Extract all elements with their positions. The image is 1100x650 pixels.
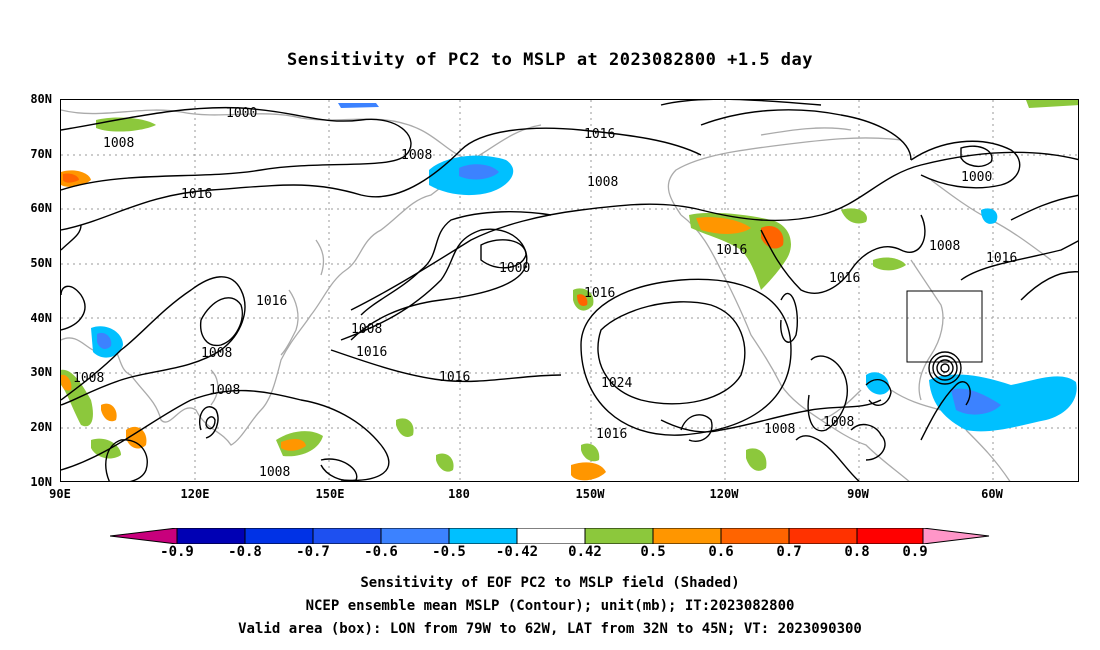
contour-label: 1016 bbox=[439, 370, 470, 385]
contour-label: 1016 bbox=[356, 345, 387, 360]
colorbar-label: 0.9 bbox=[902, 544, 928, 560]
contour-label: 1008 bbox=[929, 239, 960, 254]
colorbar-segment bbox=[584, 528, 654, 544]
mslp-contours bbox=[61, 100, 1078, 481]
chart-title: Sensitivity of PC2 to MSLP at 2023082800… bbox=[286, 50, 813, 70]
lon-label-90w: 90W bbox=[847, 487, 869, 501]
contour-label: 1016 bbox=[584, 127, 615, 142]
lat-label-80n: 80N bbox=[30, 92, 52, 106]
colorbar-segment bbox=[856, 528, 924, 544]
colorbar bbox=[110, 528, 990, 544]
colorbar-segment bbox=[244, 528, 314, 544]
valid-area-box bbox=[906, 290, 983, 363]
contour-label: 1008 bbox=[823, 415, 854, 430]
lon-label-150w: 150W bbox=[575, 487, 605, 501]
contour-label: 1008 bbox=[209, 383, 240, 398]
colorbar-segment bbox=[312, 528, 382, 544]
caption-line-2: NCEP ensemble mean MSLP (Contour); unit(… bbox=[305, 598, 795, 614]
colorbar-label: -0.42 bbox=[495, 544, 539, 560]
colorbar-label: -0.7 bbox=[296, 544, 330, 560]
grid-lines bbox=[61, 100, 1078, 481]
colorbar-segment bbox=[720, 528, 790, 544]
lon-label-90e: 90E bbox=[49, 487, 71, 501]
contour-label: 1016 bbox=[256, 294, 287, 309]
lon-label-120w: 120W bbox=[709, 487, 739, 501]
colorbar-segment bbox=[176, 528, 246, 544]
lat-label-20n: 20N bbox=[30, 420, 52, 434]
contour-label: 1008 bbox=[587, 175, 618, 190]
colorbar-label: 0.42 bbox=[568, 544, 602, 560]
lat-label-50n: 50N bbox=[30, 256, 52, 270]
map-panel: 1000 1008 1016 1008 1016 1008 1000 1016 … bbox=[60, 99, 1079, 482]
lat-label-30n: 30N bbox=[30, 365, 52, 379]
contour-label: 1008 bbox=[73, 371, 104, 386]
lon-label-60w: 60W bbox=[981, 487, 1003, 501]
lat-label-70n: 70N bbox=[30, 147, 52, 161]
colorbar-segment bbox=[652, 528, 722, 544]
lon-label-120e: 120E bbox=[180, 487, 210, 501]
contour-label: 1008 bbox=[259, 465, 290, 480]
contour-label: 1000 bbox=[226, 106, 257, 121]
caption-line-1: Sensitivity of EOF PC2 to MSLP field (Sh… bbox=[360, 575, 740, 591]
contour-labels: 1000 1008 1016 1008 1016 1008 1000 1016 … bbox=[73, 106, 1017, 480]
lat-label-60n: 60N bbox=[30, 201, 52, 215]
contour-label: 1000 bbox=[961, 170, 992, 185]
coastlines bbox=[61, 109, 1052, 481]
colorbar-segment bbox=[922, 528, 990, 544]
contour-label: 1008 bbox=[764, 422, 795, 437]
contour-label: 1016 bbox=[181, 187, 212, 202]
colorbar-segment bbox=[110, 528, 178, 544]
contour-label: 1024 bbox=[601, 376, 632, 391]
colorbar-segment bbox=[516, 528, 586, 544]
colorbar-label: 0.6 bbox=[708, 544, 734, 560]
lon-label-150e: 150E bbox=[315, 487, 345, 501]
lat-label-40n: 40N bbox=[30, 311, 52, 325]
colorbar-label: 0.7 bbox=[776, 544, 802, 560]
sensitivity-shading bbox=[61, 100, 1078, 481]
contour-label: 1000 bbox=[499, 261, 530, 276]
contour-label: 1008 bbox=[401, 148, 432, 163]
colorbar-label: -0.8 bbox=[228, 544, 262, 560]
contour-label: 1008 bbox=[103, 136, 134, 151]
contour-label: 1008 bbox=[201, 346, 232, 361]
colorbar-label: 0.5 bbox=[640, 544, 666, 560]
colorbar-label: -0.5 bbox=[432, 544, 466, 560]
contour-label: 1016 bbox=[986, 251, 1017, 266]
contour-label: 1016 bbox=[829, 271, 860, 286]
contour-label: 1016 bbox=[584, 286, 615, 301]
colorbar-label: -0.9 bbox=[160, 544, 194, 560]
map-svg: 1000 1008 1016 1008 1016 1008 1000 1016 … bbox=[61, 100, 1078, 481]
lat-label-10n: 10N bbox=[30, 475, 52, 489]
contour-label: 1008 bbox=[351, 322, 382, 337]
colorbar-segment bbox=[448, 528, 518, 544]
colorbar-label: 0.8 bbox=[844, 544, 870, 560]
caption-line-3: Valid area (box): LON from 79W to 62W, L… bbox=[238, 621, 862, 637]
lon-label-180: 180 bbox=[448, 487, 470, 501]
contour-label: 1016 bbox=[596, 427, 627, 442]
colorbar-segment bbox=[788, 528, 858, 544]
colorbar-segment bbox=[380, 528, 450, 544]
colorbar-label: -0.6 bbox=[364, 544, 398, 560]
contour-label: 1016 bbox=[716, 243, 747, 258]
